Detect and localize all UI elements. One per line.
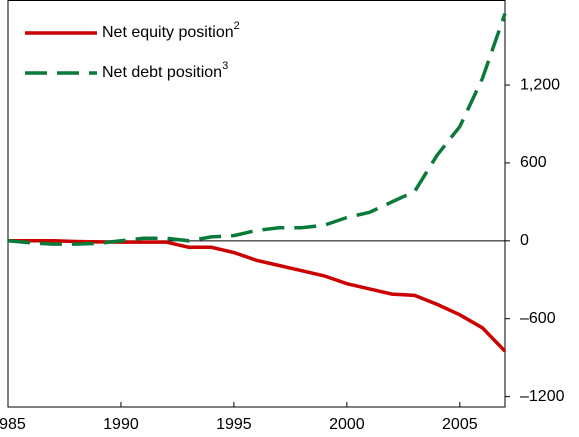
legend-name: Net debt position [102,64,222,81]
y-tick-label: –1200 [520,388,565,405]
x-tick-label: 2000 [329,416,365,433]
legend-superscript: 3 [222,60,228,72]
series-line [7,13,507,246]
y-tick-label: 600 [520,154,547,171]
y-tick-label: –600 [520,310,556,327]
legend-label: Net debt position3 [102,60,228,81]
x-tick-label: 1995 [216,416,252,433]
legend-name: Net equity position [102,24,234,41]
x-tick-label: 1990 [103,416,139,433]
plot-frame [7,0,506,408]
legend-label: Net equity position2 [102,20,240,41]
y-tick-label: 1,200 [520,76,560,93]
legend-superscript: 2 [234,20,240,32]
series-line [8,239,507,353]
x-tick-label: 2005 [442,416,478,433]
x-tick-label: 1985 [0,416,26,433]
y-tick-label: 0 [520,232,529,249]
